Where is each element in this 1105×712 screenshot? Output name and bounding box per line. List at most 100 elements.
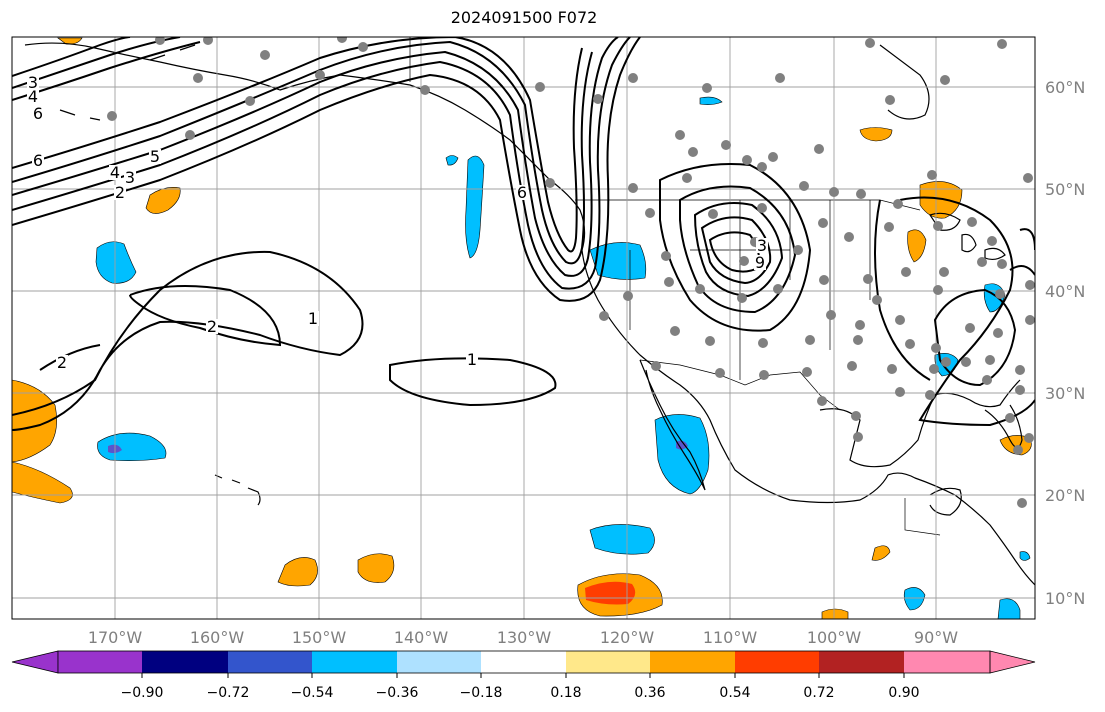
station-dot [1017,498,1027,508]
station-dot [721,140,731,150]
station-dot [829,187,839,197]
station-dot [855,320,865,330]
station-dot [933,285,943,295]
station-dot [805,335,815,345]
station-dot [793,245,803,255]
station-dot [545,178,555,188]
station-dot [939,267,949,277]
station-dot [742,155,752,165]
station-dot [856,189,866,199]
station-dot [967,217,977,227]
map-title: 2024091500 F072 [450,8,598,27]
lon-tick-label: 140°W [394,628,449,647]
station-dot [965,323,975,333]
station-dot [961,357,971,367]
station-dot [818,218,828,228]
station-dot [203,37,213,45]
colorbar-extend-low [11,650,59,674]
station-dot [901,267,911,277]
station-dot [1025,280,1035,290]
station-dot [977,257,987,267]
station-dot [895,387,905,397]
colorbar-segment [312,651,397,673]
station-dot [799,181,809,191]
station-dot [651,361,661,371]
station-dot [982,375,992,385]
contour-label: 4 [28,87,38,106]
colorbar-segment [819,651,904,673]
anomaly-shading [12,37,1032,619]
lon-tick-label: 130°W [497,628,552,647]
colorbar-extend-high [989,650,1036,674]
station-dot [895,315,905,325]
station-dot [623,291,633,301]
station-dot [739,256,749,266]
station-dot [664,277,674,287]
station-dot [705,336,715,346]
colorbar-tick-label: −0.72 [207,685,250,701]
contour-label-bg [124,170,136,185]
lon-tick-label: 150°W [292,628,347,647]
lon-tick-label: 90°W [914,628,958,647]
station-dot [1025,315,1035,325]
contour-label: 1 [308,309,318,328]
contour-label-bg [109,165,121,180]
station-dot [670,326,680,336]
colorbar-segment [735,651,819,673]
station-dot [851,411,861,421]
station-dot [819,275,829,285]
station-dot [315,70,325,80]
station-dot [628,183,638,193]
station-dot [675,130,685,140]
colorbar-tick-label: −0.36 [376,685,419,701]
station-dot [925,390,935,400]
station-dot [768,152,778,162]
coastlines [24,42,1035,586]
colorbar-tick-label: −0.54 [291,685,334,701]
colorbar-segment [228,651,312,673]
contour-label-bg [149,149,161,164]
lat-tick-label: 40°N [1045,282,1085,301]
lat-tick-label: 20°N [1045,486,1085,505]
colorbar-labels: −0.90 −0.72 −0.54 −0.36 −0.18 0.18 0.36 0.54 0.7… [121,673,920,701]
colorbar-tick-label: 0.90 [888,685,919,701]
station-dot [702,83,712,93]
station-dot [759,370,769,380]
station-dot [708,209,718,219]
contour-label: 4 [110,163,120,182]
station-dot [420,85,430,95]
lat-tick-label: 30°N [1045,384,1085,403]
station-dot [865,38,875,48]
contour-label-bg [206,319,218,334]
lat-tick-label: 60°N [1045,78,1085,97]
station-dot [775,73,785,83]
contour-label-bg [32,153,44,168]
station-dot [847,361,857,371]
station-markers [107,37,1035,508]
station-dot [987,236,997,246]
colorbar-segment [650,651,735,673]
contour-label-bg [756,238,768,253]
station-dot [645,208,655,218]
station-dot [872,295,882,305]
lat-tick-label: 10°N [1045,589,1085,608]
contour-label-bg [466,352,478,367]
station-dot [884,222,894,232]
contour-label-bg [56,355,68,370]
station-dot [817,396,827,406]
station-dot [1015,365,1025,375]
colorbar [11,650,1036,674]
contour-label: 6 [517,183,527,202]
lon-tick-label: 120°W [600,628,655,647]
station-dot [905,339,915,349]
station-dot [593,94,603,104]
station-dot [814,144,824,154]
station-dot [997,259,1007,269]
colorbar-tick-label: 0.72 [803,685,834,701]
station-dot [535,82,545,92]
longitude-labels: 170°W 160°W 150°W 140°W 130°W 120°W 110°W 100°W… [88,628,958,647]
colorbar-segment [58,651,142,673]
contour-label: 5 [150,147,160,166]
contour-label: 2 [115,183,125,202]
